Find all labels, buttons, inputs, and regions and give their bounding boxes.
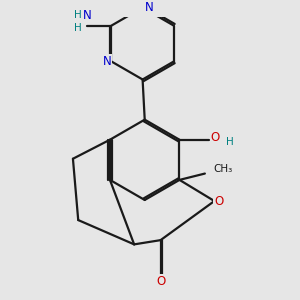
Text: O: O (211, 131, 220, 144)
Text: H: H (226, 137, 234, 147)
Text: O: O (156, 275, 165, 288)
Text: O: O (214, 194, 223, 208)
Text: N: N (103, 55, 112, 68)
Text: CH₃: CH₃ (213, 164, 232, 174)
Text: H: H (74, 10, 82, 20)
Text: N: N (83, 8, 92, 22)
Text: N: N (145, 1, 153, 14)
Text: H: H (74, 23, 82, 33)
